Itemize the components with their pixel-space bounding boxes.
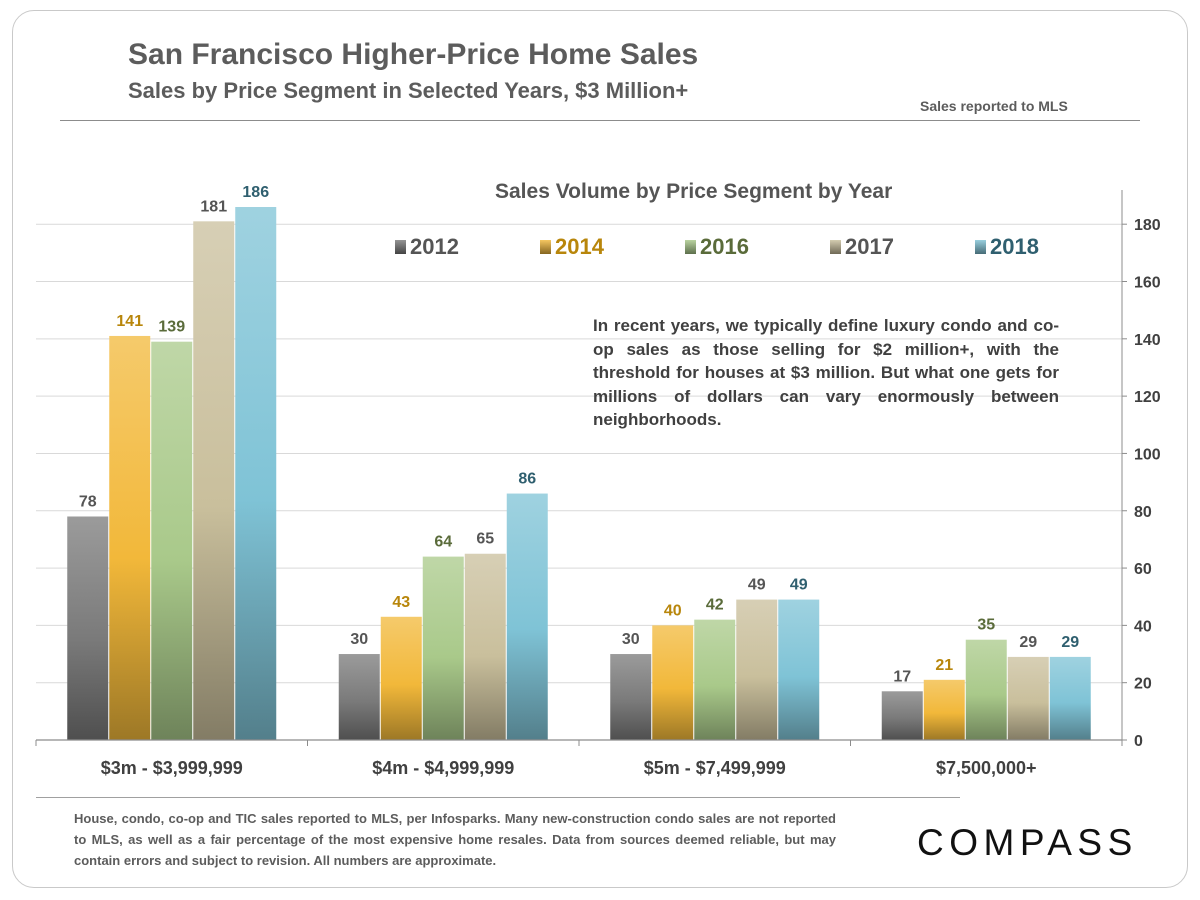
bar bbox=[881, 691, 923, 740]
y-tick-label: 40 bbox=[1134, 618, 1152, 635]
data-label: 78 bbox=[79, 493, 97, 510]
page-title: San Francisco Higher-Price Home Sales bbox=[128, 38, 699, 71]
data-label: 65 bbox=[476, 531, 494, 548]
bar bbox=[778, 599, 820, 740]
data-label: 49 bbox=[748, 577, 766, 594]
axes: 0 20 40 60 80 100 120 140 160 180 $3m - $3,999,999… bbox=[35, 190, 1161, 778]
legend-label: 2016 bbox=[700, 234, 749, 259]
y-tick-label: 80 bbox=[1134, 504, 1152, 521]
legend-swatch bbox=[395, 240, 406, 254]
y-tick-label: 140 bbox=[1134, 332, 1161, 349]
data-label: 30 bbox=[622, 631, 640, 648]
y-tick-label: 120 bbox=[1134, 389, 1161, 406]
data-label: 181 bbox=[200, 198, 227, 215]
source-note: Sales reported to MLS bbox=[920, 98, 1068, 114]
bar bbox=[736, 599, 778, 740]
bar bbox=[1007, 656, 1049, 740]
bar bbox=[109, 335, 151, 740]
bar bbox=[67, 516, 109, 740]
bar bbox=[610, 654, 652, 740]
data-label: 30 bbox=[350, 631, 368, 648]
legend-swatch bbox=[685, 240, 696, 254]
data-label: 186 bbox=[242, 184, 269, 201]
data-label: 29 bbox=[1019, 634, 1037, 651]
bar bbox=[151, 341, 193, 740]
data-label: 86 bbox=[518, 471, 536, 488]
y-tick-label: 60 bbox=[1134, 561, 1152, 578]
legend-label: 2017 bbox=[845, 234, 894, 259]
data-label: 17 bbox=[893, 668, 911, 685]
y-tick-label: 160 bbox=[1134, 275, 1161, 292]
legend-swatch bbox=[975, 240, 986, 254]
bar bbox=[464, 553, 506, 740]
slide-frame bbox=[12, 10, 1188, 888]
data-label: 49 bbox=[790, 577, 808, 594]
footer-divider bbox=[36, 797, 960, 798]
legend-swatch bbox=[830, 240, 841, 254]
bar bbox=[338, 654, 380, 740]
data-label: 29 bbox=[1061, 634, 1079, 651]
x-tick-label: $4m - $4,999,999 bbox=[372, 758, 514, 778]
bar bbox=[506, 493, 548, 740]
bar bbox=[965, 639, 1007, 740]
data-label: 141 bbox=[116, 313, 143, 330]
data-label: 35 bbox=[977, 617, 995, 634]
x-tick-label: $5m - $7,499,999 bbox=[644, 758, 786, 778]
data-labels: 78 141 139 181 186 30 43 64 65 86 30 40 42 49 49 17 21 35… bbox=[79, 184, 1079, 685]
legend-label: 2012 bbox=[410, 234, 459, 259]
compass-logo: COMPASS bbox=[917, 822, 1138, 863]
legend-label: 2018 bbox=[990, 234, 1039, 259]
data-label: 21 bbox=[935, 657, 953, 674]
bar bbox=[652, 625, 694, 740]
header-divider bbox=[60, 120, 1140, 121]
y-tick-label: 20 bbox=[1134, 676, 1152, 693]
data-label: 40 bbox=[664, 602, 682, 619]
bar bbox=[422, 556, 464, 740]
page-subtitle: Sales by Price Segment in Selected Years… bbox=[128, 78, 689, 103]
y-tick-label: 180 bbox=[1134, 217, 1161, 234]
bars bbox=[67, 207, 1091, 741]
data-label: 139 bbox=[158, 319, 185, 336]
data-label: 64 bbox=[434, 534, 452, 551]
data-label: 42 bbox=[706, 597, 724, 614]
y-tick-label: 100 bbox=[1134, 446, 1161, 463]
bar bbox=[923, 679, 965, 740]
annotation-text: In recent years, we typically define lux… bbox=[593, 316, 1059, 429]
bar bbox=[694, 619, 736, 740]
chart-title: Sales Volume by Price Segment by Year bbox=[495, 180, 893, 203]
legend-label: 2014 bbox=[555, 234, 604, 259]
bar bbox=[235, 207, 277, 740]
legend-swatch bbox=[540, 240, 551, 254]
data-label: 43 bbox=[392, 594, 410, 611]
footnote: House, condo, co-op and TIC sales report… bbox=[74, 811, 836, 868]
x-tick-label: $7,500,000+ bbox=[936, 758, 1037, 778]
bar bbox=[380, 616, 422, 740]
bar bbox=[193, 221, 235, 741]
y-tick-label: 0 bbox=[1134, 733, 1143, 750]
x-tick-label: $3m - $3,999,999 bbox=[101, 758, 243, 778]
bar bbox=[1049, 656, 1091, 740]
